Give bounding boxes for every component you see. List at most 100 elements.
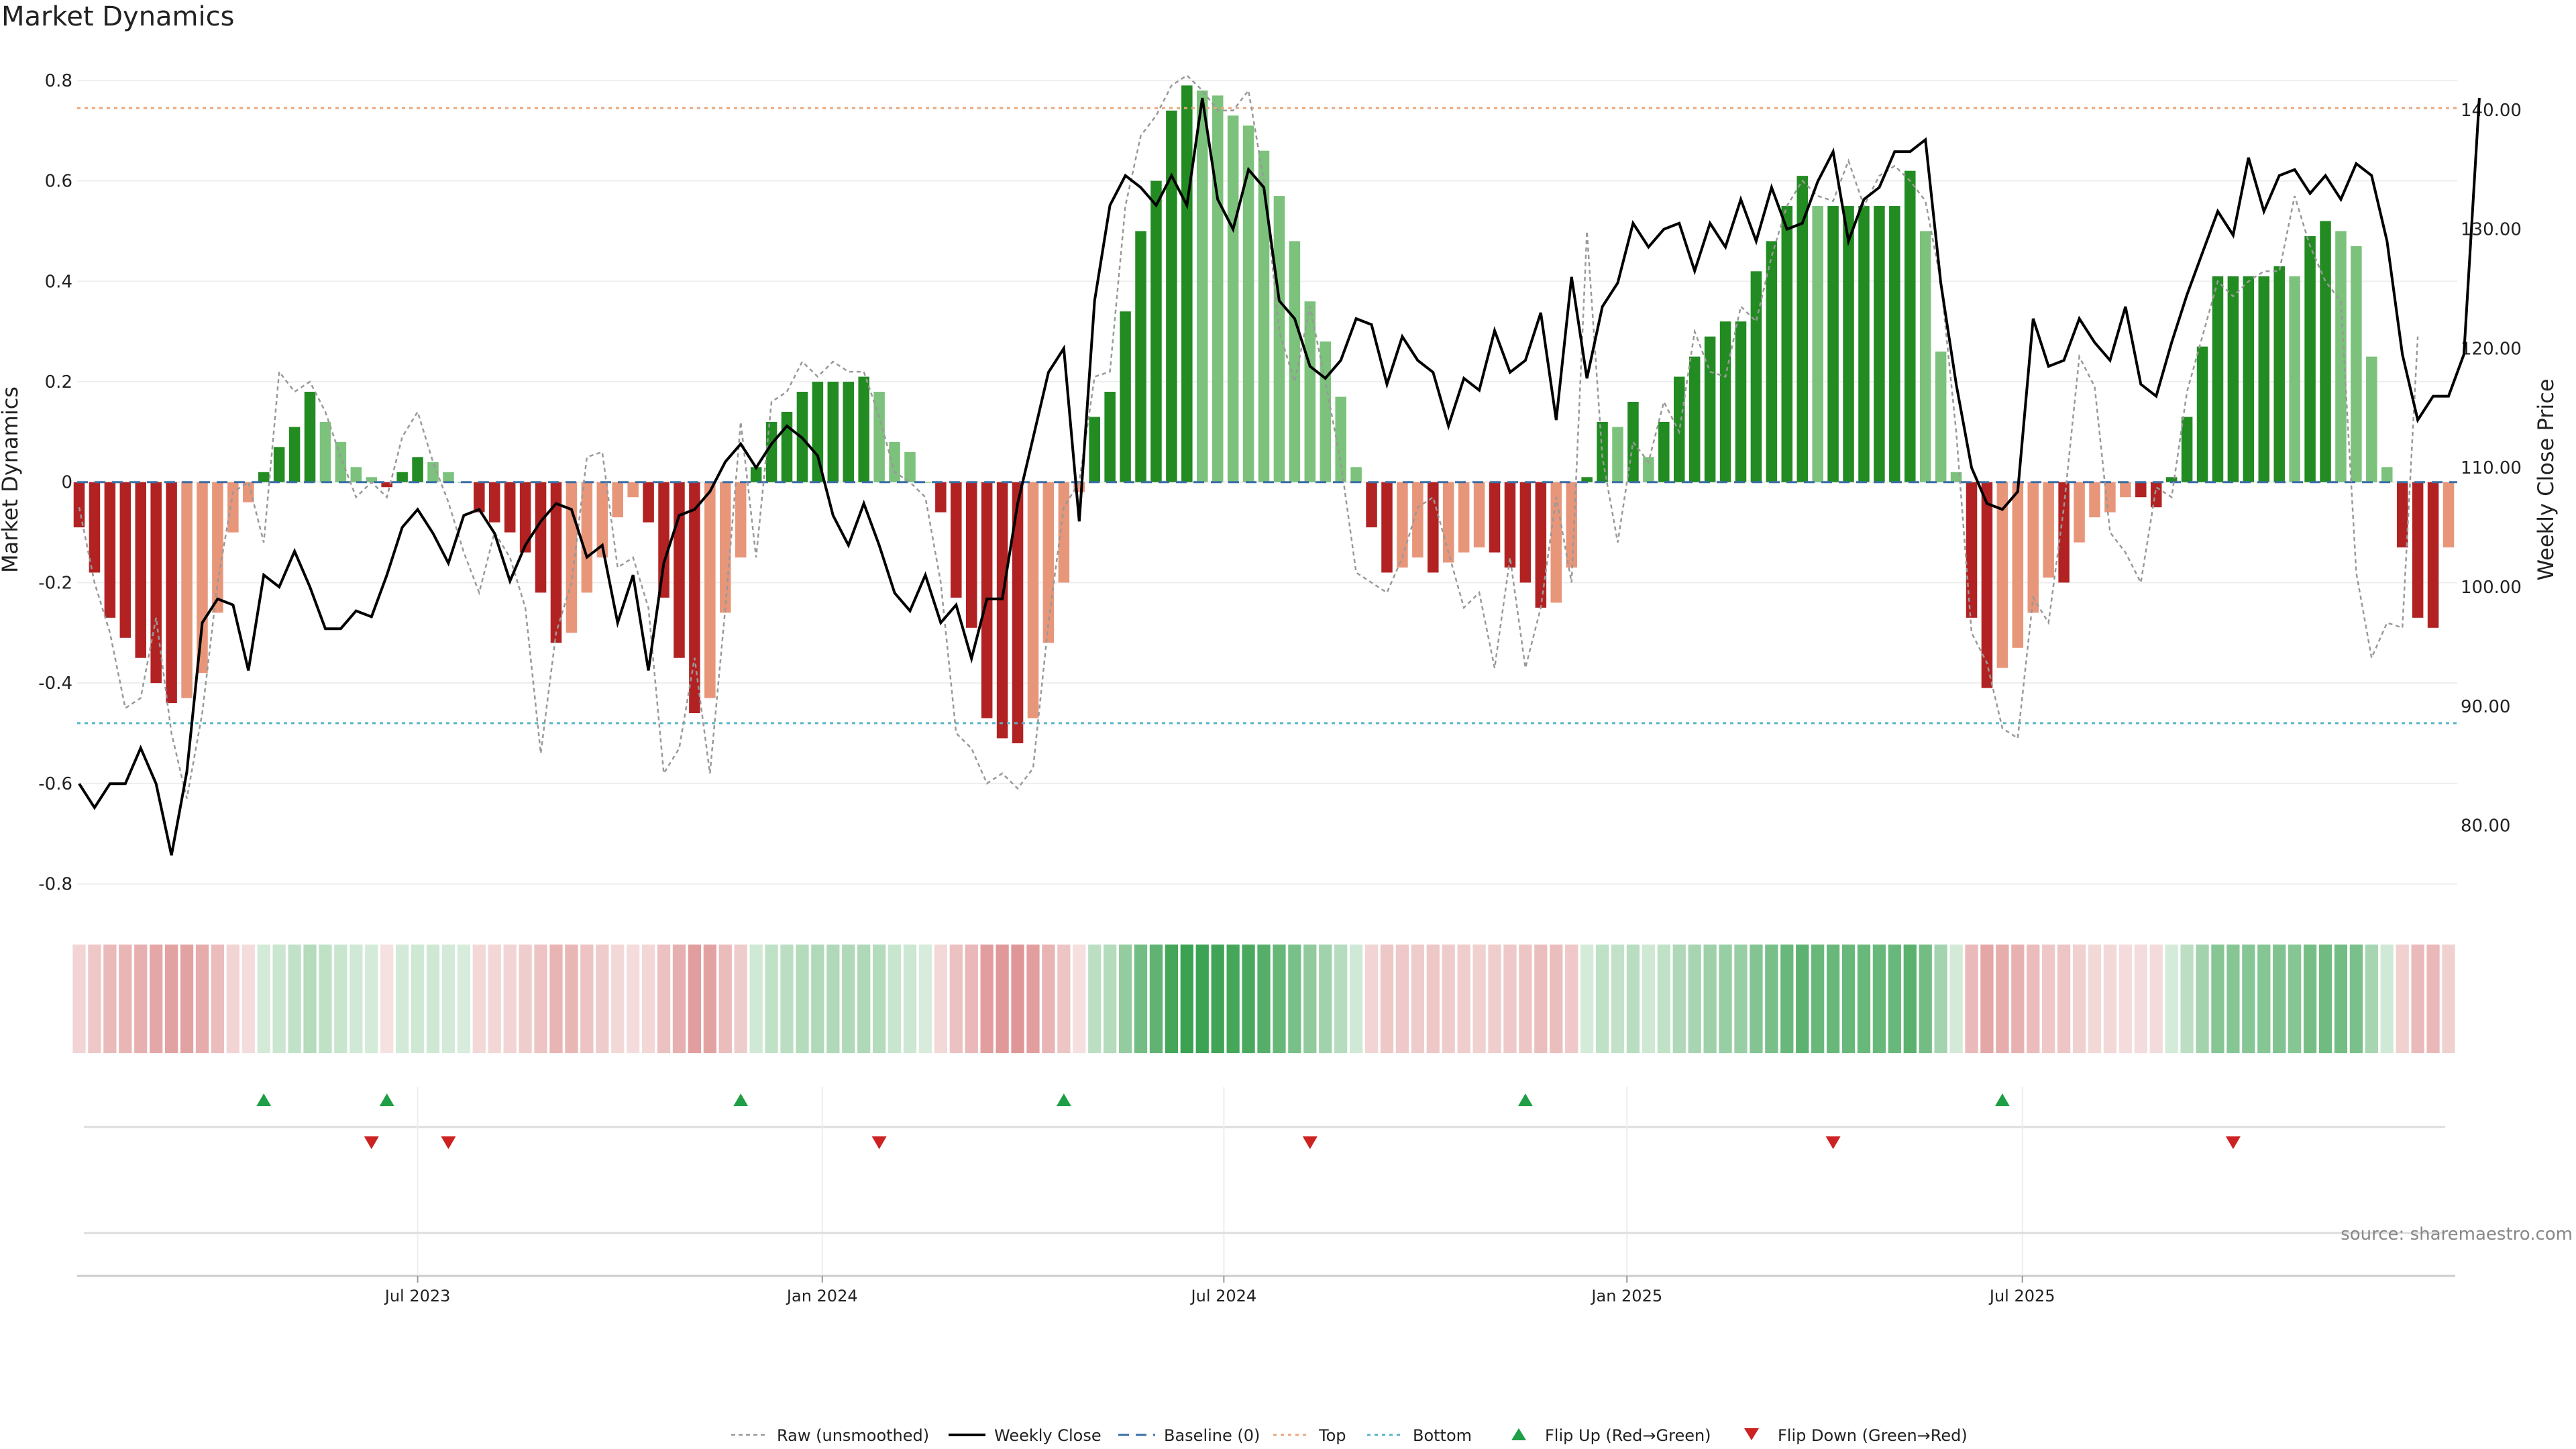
dynamics-bar [366, 477, 378, 482]
dynamics-bar [1335, 396, 1346, 482]
dynamics-bar [273, 447, 285, 482]
dynamics-bar [550, 482, 562, 643]
heat-strip-cell [1288, 945, 1301, 1053]
heat-strip-cell [1580, 945, 1594, 1053]
dynamics-bar [243, 482, 254, 502]
x-tick-label: Jan 2025 [1590, 1287, 1662, 1305]
dynamics-bar [1858, 206, 1870, 482]
heat-strip-cell [780, 945, 794, 1053]
flip-down-marker [1825, 1136, 1841, 1149]
flip-down-marker [364, 1136, 379, 1149]
dynamics-bar [1289, 241, 1301, 482]
heat-strip-cell [1642, 945, 1656, 1053]
dynamics-bar [935, 482, 947, 513]
heat-strip-cell [611, 945, 625, 1053]
dynamics-bar [1704, 336, 1716, 482]
heat-strip-cell [1226, 945, 1240, 1053]
dynamics-bar [904, 451, 916, 482]
x-tick-label: Jul 2023 [384, 1287, 451, 1305]
heat-strip-cell [1134, 945, 1148, 1053]
dynamics-bar [104, 482, 116, 618]
heat-strip-cell [1118, 945, 1132, 1053]
heat-strip-cell [1026, 945, 1040, 1053]
heat-strip-cell [2042, 945, 2055, 1053]
dynamics-bar [2289, 276, 2300, 482]
heat-strip-cell [1796, 945, 1809, 1053]
heat-strip-cell [888, 945, 902, 1053]
dynamics-bar [2120, 482, 2131, 498]
left-tick-label: -0.6 [38, 774, 72, 794]
dynamics-bar [858, 376, 869, 482]
heat-strip-cell [565, 945, 578, 1053]
dynamics-bar [996, 482, 1008, 739]
heat-strip-cell [872, 945, 886, 1053]
heat-strip-cell [1242, 945, 1255, 1053]
dynamics-bar [2027, 482, 2039, 613]
heat-strip-cell [1734, 945, 1748, 1053]
dynamics-bar [1489, 482, 1501, 553]
legend-label: Top [1318, 1426, 1346, 1445]
left-tick-label: -0.8 [38, 875, 72, 895]
heat-strip-cell [2411, 945, 2424, 1053]
heat-strip-cell [2242, 945, 2255, 1053]
dynamics-bar [350, 467, 362, 482]
heat-strip-cell [718, 945, 732, 1053]
dynamics-bar [2366, 356, 2377, 482]
dynamics-bar [643, 482, 654, 523]
heat-strip-cell [226, 945, 239, 1053]
heat-strip-cell [1195, 945, 1209, 1053]
right-tick-label: 110.00 [2461, 458, 2522, 478]
legend-swatch [1744, 1428, 1759, 1440]
heat-strip-cell [350, 945, 363, 1053]
dynamics-bar [1504, 482, 1516, 568]
dynamics-bar [381, 482, 392, 488]
dynamics-bar [119, 482, 131, 638]
dynamics-bar [689, 482, 700, 714]
dynamics-bar [2320, 221, 2331, 482]
heat-strip-cell [1934, 945, 1947, 1053]
heat-strip-cell [1334, 945, 1348, 1053]
dynamics-bar [1120, 311, 1131, 482]
dynamics-bar [304, 392, 316, 482]
dynamics-bar [1843, 206, 1854, 482]
heat-strip-cell [734, 945, 747, 1053]
dynamics-bar [1397, 482, 1408, 568]
dynamics-bar [2304, 235, 2316, 482]
right-tick-label: 80.00 [2461, 816, 2510, 837]
heat-strip-cell [749, 945, 763, 1053]
heat-strip-cell [1919, 945, 1932, 1053]
heat-strip-cell [1949, 945, 1963, 1053]
heat-strip-cell [1380, 945, 1394, 1053]
dynamics-bar [658, 482, 669, 598]
dynamics-bar [1027, 482, 1039, 718]
dynamics-bar [1812, 206, 1823, 482]
heat-strip-cell [1104, 945, 1117, 1053]
legend-swatch [1511, 1428, 1526, 1440]
heat-strip-cell [472, 945, 486, 1053]
heat-strip-cell [1395, 945, 1409, 1053]
chart-title: Market Dynamics [1, 1, 235, 32]
dynamics-bar [2135, 482, 2147, 498]
dynamics-bar [197, 482, 208, 674]
heat-strip-cell [1457, 945, 1470, 1053]
dynamics-bar [1581, 477, 1593, 482]
dynamics-bar [1135, 231, 1146, 482]
dynamics-bar [1781, 206, 1793, 482]
dynamics-bar [1750, 271, 1762, 482]
heat-strip-cell [2288, 945, 2302, 1053]
heat-strip-cell [103, 945, 117, 1053]
heat-strip-cell [842, 945, 855, 1053]
dynamics-bar [612, 482, 623, 518]
heat-strip-cell [811, 945, 824, 1053]
heat-strip-cell [1503, 945, 1517, 1053]
dynamics-bar [1519, 482, 1532, 583]
flip-up-marker [1517, 1093, 1533, 1106]
weekly-close-line [78, 97, 2481, 856]
heat-strip-cell [2211, 945, 2224, 1053]
dynamics-bar [827, 382, 839, 482]
heat-strip-cell [903, 945, 917, 1053]
heat-strip-cell [1303, 945, 1317, 1053]
heat-strip-cell [519, 945, 532, 1053]
heat-strip-cell [2426, 945, 2440, 1053]
heat-strip-cell [1780, 945, 1794, 1053]
